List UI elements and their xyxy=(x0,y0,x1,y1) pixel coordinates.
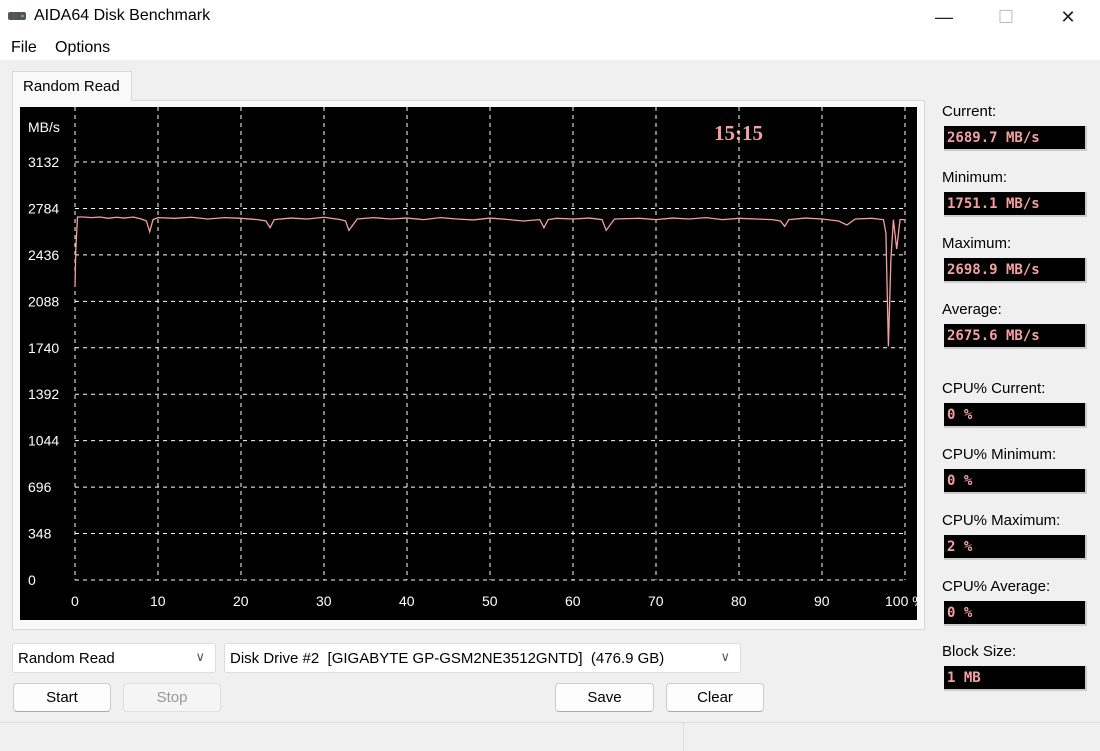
drive-select[interactable]: Disk Drive #2 [GIGABYTE GP-GSM2NE3512GNT… xyxy=(224,643,741,673)
clear-button[interactable]: Clear xyxy=(666,683,764,712)
stat-value: 2 % xyxy=(944,535,1087,560)
y-tick-label: 2784 xyxy=(28,200,59,216)
x-tick-label: 80 xyxy=(731,593,747,609)
start-button[interactable]: Start xyxy=(13,683,111,712)
y-axis-label: MB/s xyxy=(28,119,60,135)
test-type-value: Random Read xyxy=(18,650,115,667)
menu-file[interactable]: File xyxy=(11,39,37,56)
maximize-button[interactable]: ☐ xyxy=(997,7,1015,27)
stat-value: 2689.7 MB/s xyxy=(944,126,1087,151)
stat-label: Block Size: xyxy=(942,643,1017,660)
y-tick-label: 2436 xyxy=(28,247,59,263)
stat-label: Maximum: xyxy=(942,235,1012,252)
stat-value: 2698.9 MB/s xyxy=(944,258,1087,283)
stat-label: CPU% Current: xyxy=(942,380,1046,397)
disk-icon xyxy=(8,12,26,20)
title-bar: AIDA64 Disk Benchmark — ☐ ✕ xyxy=(0,0,1100,34)
stat-value: 1 MB xyxy=(944,666,1087,691)
y-tick-label: 0 xyxy=(28,572,36,588)
series-line xyxy=(74,216,905,347)
menu-options[interactable]: Options xyxy=(55,39,111,56)
stat-label: Current: xyxy=(942,103,997,120)
y-tick-label: 3132 xyxy=(28,154,59,170)
chevron-down-icon: ∨ xyxy=(195,649,205,664)
drive-value: Disk Drive #2 [GIGABYTE GP-GSM2NE3512GNT… xyxy=(230,650,665,667)
stat-value: 0 % xyxy=(944,601,1087,626)
y-tick-label: 1740 xyxy=(28,340,59,356)
x-tick-label: 30 xyxy=(316,593,332,609)
y-tick-label: 1044 xyxy=(28,433,59,449)
stat-label: Average: xyxy=(942,301,1002,318)
status-divider xyxy=(683,723,684,751)
minimize-button[interactable]: — xyxy=(935,7,953,27)
stat-label: CPU% Minimum: xyxy=(942,446,1057,463)
x-tick-label: 90 xyxy=(814,593,830,609)
x-tick-label: 10 xyxy=(150,593,166,609)
x-tick-label: 60 xyxy=(565,593,581,609)
save-button[interactable]: Save xyxy=(555,683,654,712)
chevron-down-icon: ∨ xyxy=(720,649,730,664)
x-tick-label: 50 xyxy=(482,593,498,609)
tab-random-read[interactable]: Random Read xyxy=(12,71,132,101)
stat-label: CPU% Maximum: xyxy=(942,512,1061,529)
x-tick-label: 0 xyxy=(71,593,79,609)
y-tick-label: 2088 xyxy=(28,293,59,309)
status-bar xyxy=(0,722,1100,751)
stat-value: 0 % xyxy=(944,403,1087,428)
y-tick-label: 696 xyxy=(28,479,52,495)
benchmark-chart: MB/s 15:15 03486961044139217402088243627… xyxy=(20,107,917,620)
stat-value: 2675.6 MB/s xyxy=(944,324,1087,349)
stat-value: 0 % xyxy=(944,469,1087,494)
window-title: AIDA64 Disk Benchmark xyxy=(34,7,211,24)
y-tick-label: 348 xyxy=(28,526,52,542)
menu-bar: File Options xyxy=(0,34,1100,60)
stop-button[interactable]: Stop xyxy=(123,683,221,712)
x-tick-label: 70 xyxy=(648,593,664,609)
test-type-select[interactable]: Random Read ∨ xyxy=(12,643,216,673)
stat-label: Minimum: xyxy=(942,169,1008,186)
stat-value: 1751.1 MB/s xyxy=(944,192,1087,217)
x-tick-label: 100 % xyxy=(885,593,917,609)
x-tick-label: 20 xyxy=(233,593,249,609)
close-button[interactable]: ✕ xyxy=(1060,7,1076,27)
x-tick-label: 40 xyxy=(399,593,415,609)
stat-label: CPU% Average: xyxy=(942,578,1051,595)
y-tick-label: 1392 xyxy=(28,386,59,402)
